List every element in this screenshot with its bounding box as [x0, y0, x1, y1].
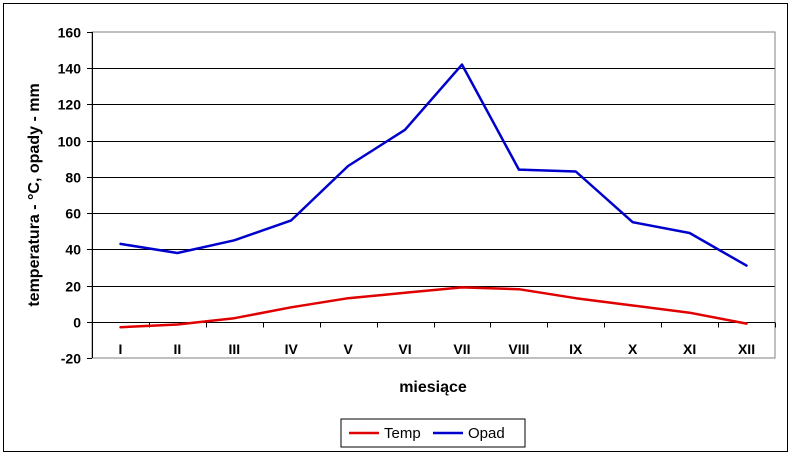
- y-tick-label: 20: [65, 279, 81, 295]
- y-tick-label: 140: [58, 61, 82, 77]
- x-tick-labels: I II III IV V VI VII VIII IX X XI XII: [119, 341, 756, 357]
- x-tick-label: I: [119, 341, 123, 357]
- plot-area: [91, 31, 776, 359]
- y-tick-label: 60: [65, 206, 81, 222]
- x-tick-label: II: [173, 341, 181, 357]
- x-tick-label: VIII: [508, 341, 529, 357]
- x-axis-title: miesiące: [399, 379, 467, 396]
- y-tick-labels: -20 0 20 40 60 80 100 120 140 160: [58, 25, 82, 367]
- y-tick-label: 80: [65, 170, 81, 186]
- x-tick-label: XII: [738, 341, 755, 357]
- series-lines: [119, 63, 748, 329]
- y-axis-title: temperatura - °C, opady - mm: [26, 83, 43, 306]
- x-tick-label: X: [628, 341, 638, 357]
- legend: Temp Opad: [340, 418, 526, 448]
- x-tick-label: V: [343, 341, 353, 357]
- legend-label-opad: Opad: [468, 425, 505, 442]
- y-tick-label: 160: [58, 25, 82, 41]
- x-tick-label: III: [228, 341, 240, 357]
- x-tick-label: XI: [683, 341, 696, 357]
- x-tick-label: VII: [453, 341, 470, 357]
- y-tick-label: 100: [58, 134, 82, 150]
- x-tick-label: IX: [569, 341, 583, 357]
- series-line-temp: [119, 286, 748, 329]
- x-tick-label: VI: [398, 341, 411, 357]
- y-tick-label: 40: [65, 242, 81, 258]
- y-tick-label: 0: [73, 315, 81, 331]
- gridlines: [92, 68, 775, 323]
- legend-label-temp: Temp: [384, 425, 421, 442]
- x-tick-label: IV: [285, 341, 299, 357]
- y-tick-label: 120: [58, 97, 82, 113]
- y-tick-label: -20: [61, 351, 81, 367]
- series-line-opad: [119, 63, 748, 267]
